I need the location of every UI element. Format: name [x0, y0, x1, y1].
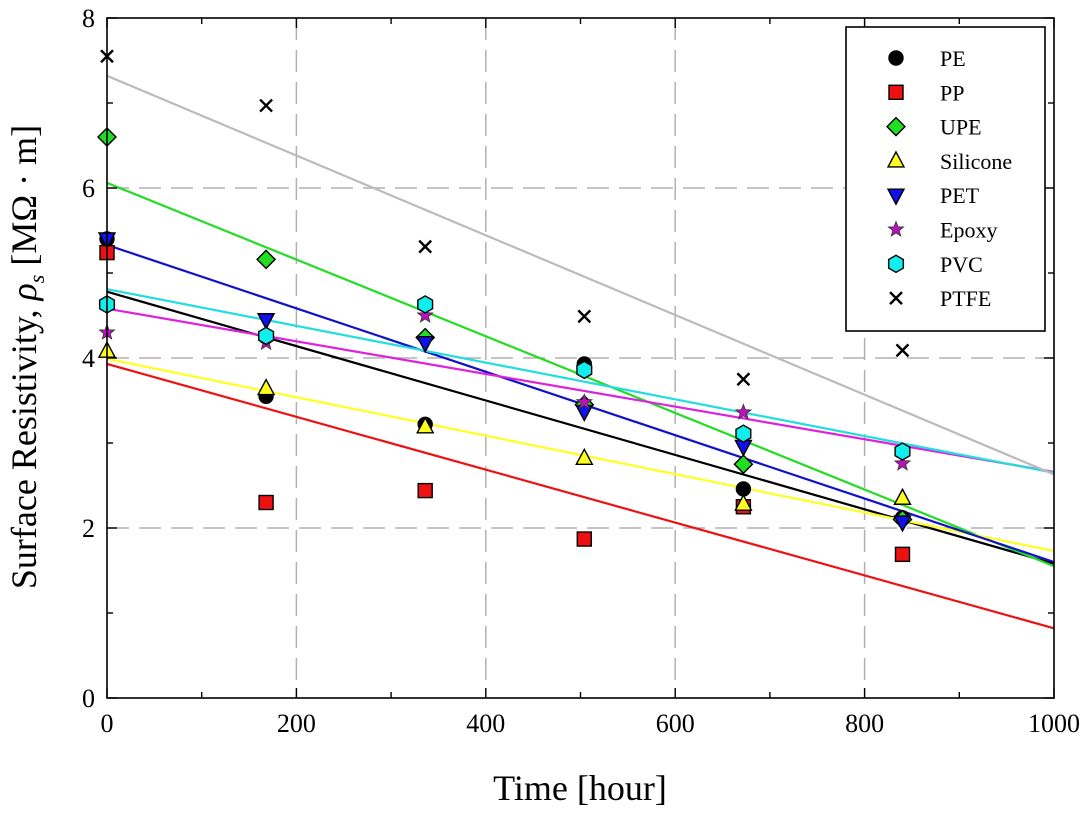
- legend-label-pet: PET: [940, 183, 980, 208]
- legend-marker-pp: [888, 84, 904, 101]
- x-tick-label: 600: [656, 709, 695, 738]
- data-point-pvc: [735, 424, 752, 443]
- data-point-pvc: [894, 442, 911, 461]
- data-point-upe: [733, 454, 754, 475]
- data-point-silicone: [734, 493, 753, 511]
- data-point-epoxy: [734, 403, 753, 420]
- legend-label-upe: UPE: [940, 115, 982, 140]
- legend-marker-pet: [886, 188, 906, 206]
- legend-label-pvc: PVC: [940, 252, 983, 277]
- legend: PE PP UPE Silicone PET Epoxy PVC PTFE: [845, 26, 1046, 332]
- data-point-pp: [576, 531, 592, 547]
- data-point-pvc: [576, 360, 593, 380]
- fit-line-ptfe: [106, 74, 1055, 476]
- y-tick-label: 8: [82, 4, 95, 33]
- legend-marker-pvc: [887, 254, 905, 274]
- legend-marker-epoxy: [887, 220, 905, 237]
- data-point-epoxy: [416, 306, 434, 323]
- data-point-pvc: [258, 326, 275, 346]
- data-point-ptfe: [418, 239, 433, 254]
- data-point-pvc: [417, 295, 434, 314]
- x-tick-label: 200: [277, 709, 316, 738]
- data-point-ptfe: [895, 343, 910, 358]
- data-point-pet: [256, 313, 276, 331]
- legend-label-epoxy: Epoxy: [940, 218, 997, 243]
- y-tick-label: 4: [82, 344, 95, 373]
- x-tick-label: 400: [466, 709, 505, 738]
- data-point-silicone: [575, 447, 594, 465]
- data-point-silicone: [893, 487, 912, 505]
- y-tick-label: 2: [82, 514, 95, 543]
- data-point-ptfe: [259, 98, 273, 113]
- data-point-pp: [258, 494, 274, 511]
- legend-marker-upe: [886, 116, 906, 137]
- data-point-pp: [417, 482, 433, 499]
- data-point-ptfe: [577, 309, 592, 324]
- data-point-upe: [256, 249, 277, 270]
- legend-label-silicone: Silicone: [940, 149, 1012, 174]
- data-point-epoxy: [893, 454, 912, 471]
- x-tick-labels: 0 200 400 600 800 1000: [101, 709, 1081, 738]
- axis-ticks: [106, 17, 1055, 699]
- data-point-pp: [894, 546, 911, 563]
- y-tick-labels: 0 2 4 6 8: [82, 4, 95, 713]
- data-point-ptfe: [736, 372, 751, 387]
- x-tick-label: 800: [845, 709, 884, 738]
- data-point-silicone: [256, 378, 276, 396]
- data-point-pet: [416, 336, 435, 354]
- fit-line-pp: [106, 362, 1055, 630]
- x-tick-label: 0: [101, 709, 114, 738]
- y-tick-label: 6: [82, 174, 95, 203]
- x-axis-title: Time [hour]: [493, 768, 667, 808]
- legend-label-ptfe: PTFE: [940, 286, 991, 311]
- legend-marker-ptfe: [889, 291, 903, 305]
- legend-label-pp: PP: [940, 80, 964, 105]
- data-point-pet: [893, 515, 912, 533]
- x-tick-label: 1000: [1028, 709, 1080, 738]
- legend-marker-silicone: [886, 150, 906, 168]
- data-points: [97, 49, 913, 563]
- y-tick-label: 0: [82, 684, 95, 713]
- legend-label-pe: PE: [940, 46, 966, 71]
- data-point-epoxy: [575, 393, 593, 410]
- legend-marker-pe: [888, 50, 904, 66]
- data-point-silicone: [416, 416, 435, 434]
- y-axis-title: Surface Resistivity, ρs [MΩ · m]: [4, 125, 49, 589]
- legend-box: [845, 26, 1046, 332]
